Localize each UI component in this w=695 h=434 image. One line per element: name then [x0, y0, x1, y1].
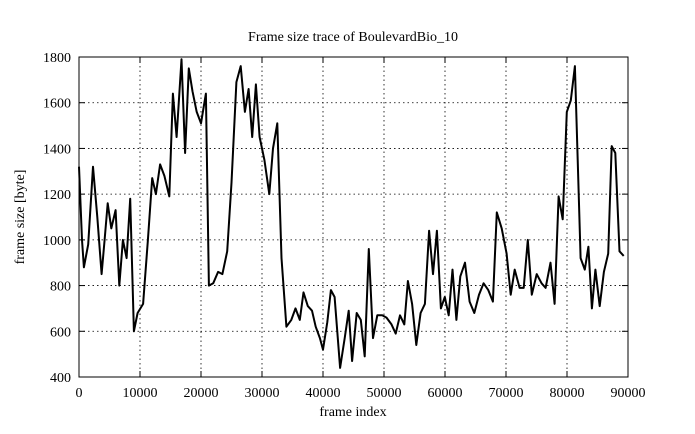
chart-title: Frame size trace of BoulevardBio_10	[248, 30, 458, 45]
x-tick-label: 20000	[184, 386, 219, 401]
y-tick-label: 1800	[43, 51, 71, 66]
y-tick-label: 1600	[43, 97, 71, 112]
x-tick-label: 50000	[367, 386, 402, 401]
y-tick-label: 1200	[43, 188, 71, 203]
x-axis-label: frame index	[319, 405, 386, 420]
y-axis-label: frame size [byte]	[13, 170, 28, 265]
y-tick-label: 1000	[43, 234, 71, 249]
x-tick-label: 0	[76, 386, 83, 401]
y-tick-label: 1400	[43, 142, 71, 157]
data-line	[78, 58, 625, 369]
y-tick-label: 600	[50, 325, 71, 340]
x-tick-label: 40000	[306, 386, 341, 401]
y-tick-label: 800	[50, 280, 71, 295]
y-tick-label: 400	[50, 371, 71, 386]
x-tick-label: 70000	[489, 386, 524, 401]
x-tick-label: 10000	[123, 386, 158, 401]
x-tick-label: 90000	[611, 386, 646, 401]
x-tick-label: 60000	[428, 386, 463, 401]
x-tick-label: 80000	[550, 386, 585, 401]
x-tick-label: 30000	[245, 386, 280, 401]
plot-frame	[78, 56, 629, 378]
